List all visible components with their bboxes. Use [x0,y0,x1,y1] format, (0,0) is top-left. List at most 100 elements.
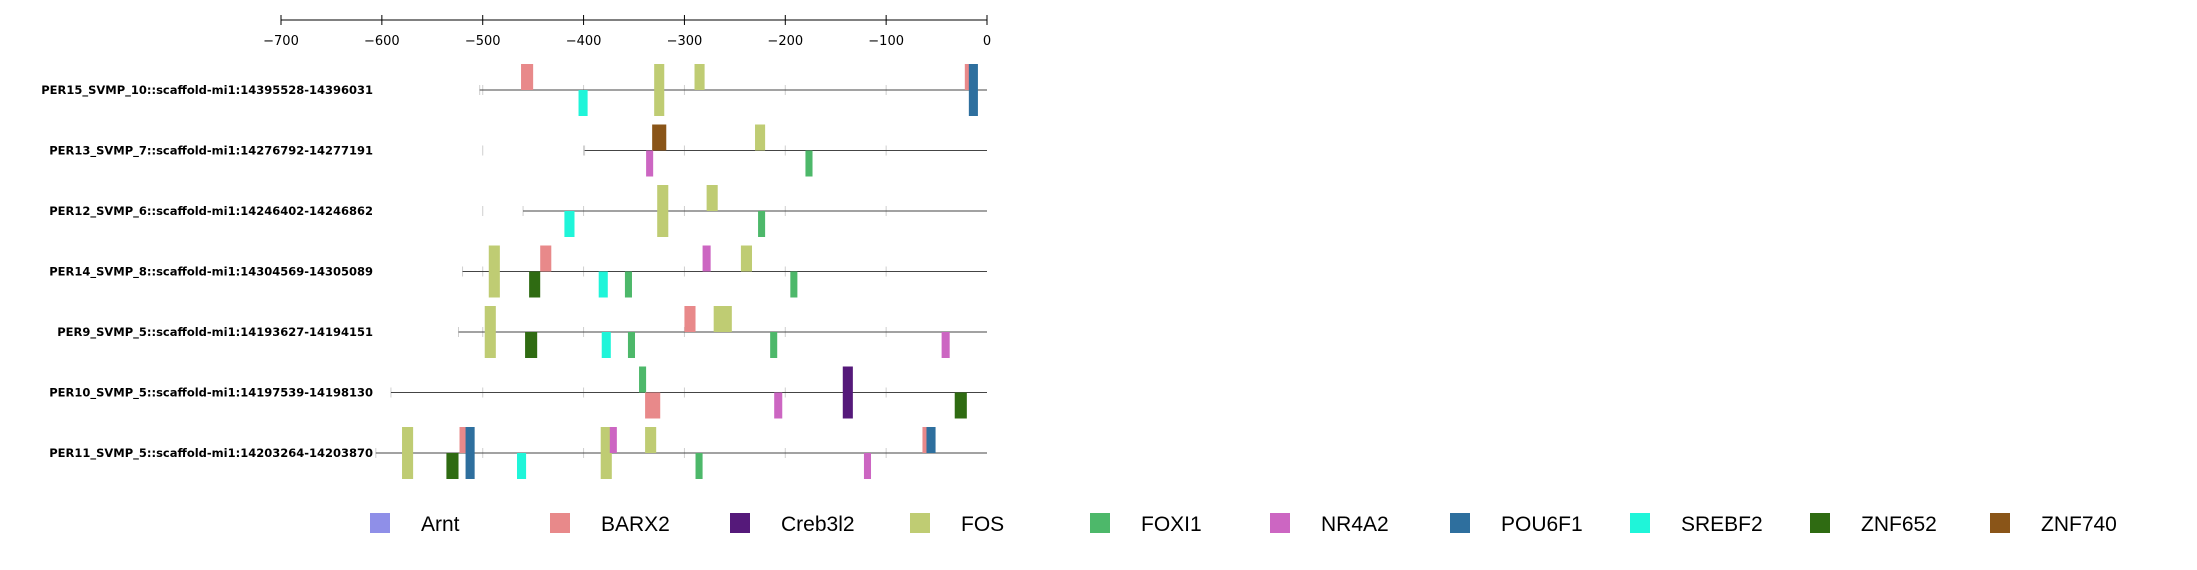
motif-site-fos [484,306,496,332]
motif-site-znf652 [529,271,541,298]
legend-label-nr4a2: NR4A2 [1321,513,1389,536]
motif-site-fos [488,271,500,298]
motif-site-fos [600,427,612,453]
motif-site-fos [713,306,732,332]
motif-site-fos [657,185,669,211]
axis-tick-label: −200 [767,34,803,49]
motif-site-foxi1 [790,271,798,298]
axis-tick-label: −100 [868,34,904,49]
motif-site-barx2 [645,392,661,419]
sequence-label: PER10_SVMP_5::scaffold-mi1:14197539-1419… [49,386,373,401]
legend-label-srebf2: SREBF2 [1681,513,1763,536]
motif-site-srebf2 [564,211,575,237]
motif-site-pou6f1 [465,427,475,453]
motif-site-fos [654,90,665,116]
motif-site-barx2 [521,64,534,90]
position-axis: −700 −600 −500 −400 −300 −200 −100 0 [263,15,991,49]
sequence-row: PER11_SVMP_5::scaffold-mi1:14203264-1420… [49,427,987,479]
sequence-row: PER10_SVMP_5::scaffold-mi1:14197539-1419… [49,366,987,419]
motif-site-srebf2 [578,90,588,116]
motif-site-pou6f1 [968,90,978,116]
motif-site-creb3l2 [842,392,853,419]
motif-site-fos [657,211,669,237]
sequence-row: PER15_SVMP_10::scaffold-mi1:14395528-143… [41,64,987,116]
motif-site-fos [654,64,665,90]
motif-site-srebf2 [598,271,608,298]
legend-label-pou6f1: POU6F1 [1501,513,1583,536]
sequence-rows: PER15_SVMP_10::scaffold-mi1:14395528-143… [41,64,987,479]
motif-site-fos [402,427,414,453]
motif-site-nr4a2 [941,332,950,358]
motif-site-fos [402,453,414,479]
sequence-label: PER11_SVMP_5::scaffold-mi1:14203264-1420… [49,446,373,461]
motif-site-znf652 [954,392,967,419]
motif-site-pou6f1 [926,427,936,453]
sequence-row: PER14_SVMP_8::scaffold-mi1:14304569-1430… [49,245,987,298]
motif-site-srebf2 [601,332,611,358]
axis-tick-label: −700 [263,34,299,49]
motif-site-foxi1 [805,150,813,177]
motif-site-foxi1 [758,211,766,237]
motif-site-barx2 [540,245,552,272]
motif-site-fos [755,124,766,151]
motif-site-foxi1 [695,453,703,479]
motif-site-nr4a2 [702,245,711,272]
motif-site-pou6f1 [968,64,978,90]
motif-site-barx2 [684,306,696,332]
legend-label-arnt: Arnt [421,513,460,536]
legend-swatch-znf652 [1810,513,1830,533]
sequence-label: PER14_SVMP_8::scaffold-mi1:14304569-1430… [49,265,373,280]
motif-site-fos [694,64,705,90]
motif-site-barx2 [964,64,972,90]
legend-swatch-pou6f1 [1450,513,1470,533]
legend-label-znf652: ZNF652 [1861,513,1937,536]
motif-site-znf652 [446,453,459,479]
motif-site-fos [645,427,657,453]
motif-site-fos [706,185,718,211]
axis-tick-label: −300 [667,34,703,49]
motif-legend: Arnt BARX2 Creb3l2 FOS FOXI1 NR4A2 POU6F1 SREBF… [370,513,2117,536]
motif-site-barx2 [459,427,470,453]
motif-site-foxi1 [639,366,647,393]
sequence-row: PER12_SVMP_6::scaffold-mi1:14246402-1424… [49,185,987,237]
motif-site-fos [600,453,612,479]
axis-tick-label: −600 [364,34,400,49]
legend-swatch-creb3l2 [730,513,750,533]
motif-site-fos [484,332,496,358]
legend-label-znf740: ZNF740 [2041,513,2117,536]
motif-site-znf652 [525,332,538,358]
motif-site-srebf2 [517,453,527,479]
legend-label-barx2: BARX2 [601,513,670,536]
motif-site-pou6f1 [465,453,475,479]
legend-label-fos: FOS [961,513,1004,536]
axis-tick-label: −500 [465,34,501,49]
sequence-label: PER15_SVMP_10::scaffold-mi1:14395528-143… [41,83,373,98]
sequence-label: PER13_SVMP_7::scaffold-mi1:14276792-1427… [49,144,373,159]
legend-swatch-nr4a2 [1270,513,1290,533]
sequence-label: PER9_SVMP_5::scaffold-mi1:14193627-14194… [57,325,373,340]
legend-swatch-znf740 [1990,513,2010,533]
motif-site-nr4a2 [774,392,783,419]
legend-swatch-arnt [370,513,390,533]
legend-swatch-barx2 [550,513,570,533]
motif-site-fos [740,245,753,272]
sequence-row: PER13_SVMP_7::scaffold-mi1:14276792-1427… [49,124,987,177]
motif-site-nr4a2 [609,427,617,453]
legend-label-creb3l2: Creb3l2 [781,513,855,536]
motif-site-creb3l2 [842,366,853,393]
sequence-label: PER12_SVMP_6::scaffold-mi1:14246402-1424… [49,204,373,219]
axis-tick-label: −400 [566,34,602,49]
motif-site-foxi1 [627,332,636,358]
motif-site-nr4a2 [646,150,654,177]
motif-site-fos [488,245,500,272]
motif-site-znf740 [652,124,667,151]
sequence-row: PER9_SVMP_5::scaffold-mi1:14193627-14194… [57,306,987,358]
legend-swatch-foxi1 [1090,513,1110,533]
legend-label-foxi1: FOXI1 [1141,513,1202,536]
axis-tick-label: 0 [983,34,991,49]
motif-site-nr4a2 [863,453,872,479]
legend-swatch-srebf2 [1630,513,1650,533]
motif-site-foxi1 [624,271,632,298]
